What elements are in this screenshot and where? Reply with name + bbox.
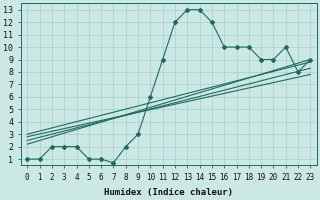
X-axis label: Humidex (Indice chaleur): Humidex (Indice chaleur) — [104, 188, 233, 197]
